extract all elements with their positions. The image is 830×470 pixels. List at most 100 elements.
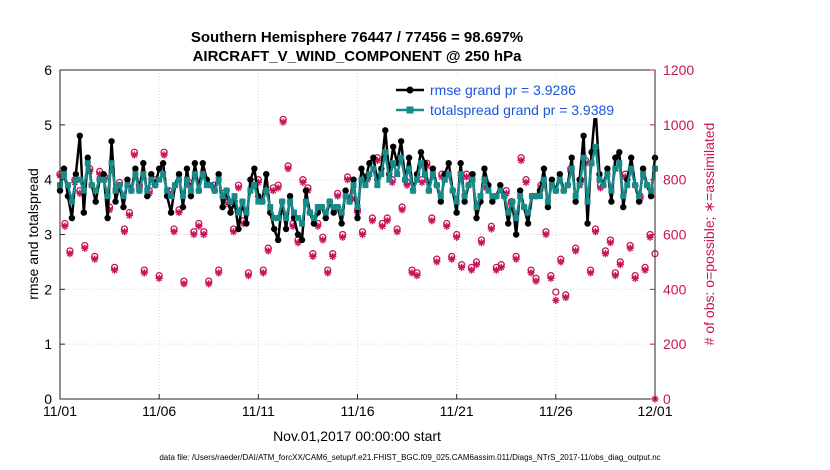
obs-assimilated-point [299, 178, 307, 187]
totalspread-point [386, 176, 393, 183]
y-right-tick-label: 800 [663, 172, 687, 188]
totalspread-point [314, 204, 321, 211]
totalspread-point [72, 176, 79, 183]
totalspread-point [100, 176, 107, 183]
rmse-point [167, 209, 175, 216]
rmse-point [572, 198, 579, 205]
obs-assimilated-point [552, 296, 560, 304]
rmse-point [227, 209, 234, 216]
obs-assimilated-point [517, 156, 525, 165]
obs-assimilated-point [497, 263, 505, 271]
totalspread-point [354, 204, 361, 211]
obs-assimilated-point [91, 255, 99, 263]
rmse-point [382, 127, 389, 134]
rmse-point [80, 209, 88, 216]
y-tick-label: 1 [44, 336, 52, 352]
rmse-point [417, 149, 425, 156]
rmse-point [235, 225, 242, 233]
y-tick-label: 0 [44, 391, 52, 407]
obs-assimilated-point [343, 176, 352, 184]
x-tick-label: 11/11 [242, 403, 275, 419]
rmse-point [148, 170, 155, 178]
totalspread-point [604, 171, 611, 178]
totalspread-point [556, 176, 563, 183]
totalspread-point [544, 198, 551, 205]
rmse-point [647, 192, 655, 200]
totalspread-point [548, 182, 555, 189]
totalspread-point [568, 165, 575, 172]
totalspread-point [465, 182, 472, 189]
totalspread-point [425, 187, 432, 194]
obs-assimilated-point [205, 280, 213, 288]
obs-assimilated-point [458, 263, 466, 271]
totalspread-point [88, 182, 95, 189]
totalspread-point [648, 187, 655, 194]
totalspread-point [572, 193, 579, 200]
obs-assimilated-point [175, 208, 183, 217]
totalspread-point [417, 160, 424, 167]
obs-assimilated-point [140, 269, 148, 277]
rmse-point [120, 203, 127, 211]
rmse-point [628, 154, 635, 161]
totalspread-point [437, 193, 444, 200]
totalspread-point [449, 187, 456, 194]
rmse-point [263, 170, 270, 178]
obs-assimilated-point [309, 252, 317, 261]
totalspread-point [176, 176, 182, 183]
totalspread-point [461, 193, 468, 200]
x-axis-ticks: 11/01 11/06 11/11 11/16 11/21 11/26 12/01 [43, 394, 673, 419]
x-tick-label: 11/21 [440, 403, 474, 419]
totalspread-point [588, 160, 595, 167]
chart-title-line2: AIRCRAFT_V_WIND_COMPONENT @ 250 hPa [193, 48, 523, 65]
totalspread-point [80, 187, 87, 194]
legend-box [392, 76, 652, 118]
legend: rmse grand pr = 3.9286 totalspread grand… [392, 76, 652, 118]
obs-assimilated-point [606, 239, 614, 247]
totalspread-point [501, 193, 508, 200]
rmse-point [100, 170, 107, 178]
rmse-point [302, 187, 310, 194]
x-tick-label: 11/01 [43, 403, 77, 419]
totalspread-point [259, 198, 266, 205]
totalspread-point [584, 198, 591, 205]
totalspread-point [374, 182, 381, 189]
totalspread-point [358, 176, 365, 183]
rmse-point [544, 203, 552, 211]
x-tick-label: 11/06 [142, 403, 176, 419]
obs-assimilated-point [641, 266, 649, 274]
totalspread-point [580, 154, 587, 161]
rmse-point [461, 198, 468, 205]
rmse-point [437, 198, 444, 205]
totalspread-point [624, 182, 631, 189]
obs-assimilated-point [329, 252, 337, 261]
rmse-point [175, 170, 183, 178]
obs-assimilated-point [274, 184, 282, 192]
obs-assimilated-point [532, 277, 540, 285]
y-right-tick-label: 600 [663, 227, 687, 243]
rmse-point [247, 176, 254, 183]
totalspread-point [457, 171, 464, 178]
totalspread-point [152, 182, 159, 189]
obs-assimilated-point [215, 269, 223, 277]
x-axis-label: Nov.01,2017 00:00:00 start [273, 428, 441, 444]
obs-assimilated-point [522, 178, 530, 187]
rmse-point [159, 160, 167, 167]
y-tick-label: 4 [44, 172, 52, 188]
rmse-point [124, 176, 131, 183]
obs-assimilated-point [259, 269, 267, 277]
rmse-point [370, 154, 377, 161]
obs-assimilated-point [477, 239, 486, 247]
totalspread-point [394, 171, 401, 178]
totalspread-point [640, 171, 647, 178]
rmse-point [584, 220, 591, 227]
totalspread-point [251, 182, 258, 189]
totalspread-point [421, 171, 428, 178]
totalspread-point [552, 187, 559, 194]
rmse-point [405, 154, 413, 161]
rmse-point [608, 198, 615, 205]
totalspread-point [362, 182, 369, 189]
totalspread-point [298, 220, 305, 227]
totalspread-point [540, 176, 547, 183]
y-right-axis-label: # of obs: o=possible; ∗=assimilated [701, 123, 717, 346]
totalspread-point [497, 187, 504, 194]
